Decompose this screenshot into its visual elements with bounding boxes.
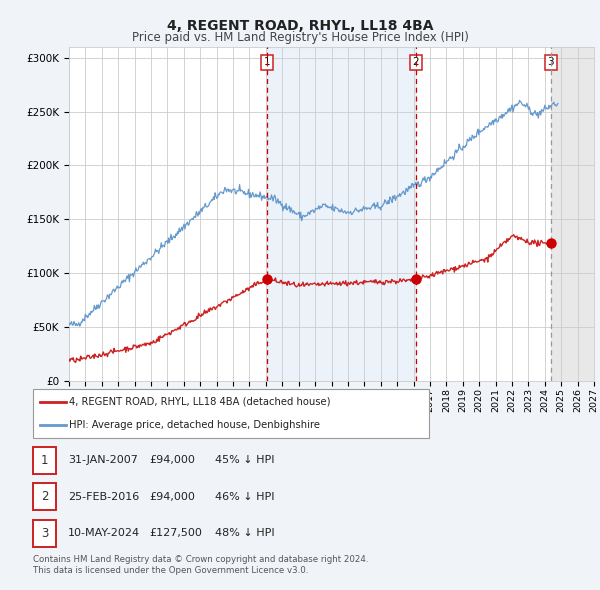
Text: 2: 2 — [413, 57, 419, 67]
Text: This data is licensed under the Open Government Licence v3.0.: This data is licensed under the Open Gov… — [33, 566, 308, 575]
Text: 25-FEB-2016: 25-FEB-2016 — [68, 492, 139, 502]
Text: 3: 3 — [548, 57, 554, 67]
Text: £127,500: £127,500 — [149, 529, 202, 538]
Text: 3: 3 — [41, 527, 48, 540]
Text: 2: 2 — [41, 490, 48, 503]
Text: 31-JAN-2007: 31-JAN-2007 — [68, 455, 137, 465]
Text: 46% ↓ HPI: 46% ↓ HPI — [215, 492, 274, 502]
Text: Contains HM Land Registry data © Crown copyright and database right 2024.: Contains HM Land Registry data © Crown c… — [33, 555, 368, 563]
Bar — [551, 47, 594, 381]
Text: 1: 1 — [264, 57, 271, 67]
Text: £94,000: £94,000 — [149, 455, 194, 465]
Text: 48% ↓ HPI: 48% ↓ HPI — [215, 529, 274, 538]
Text: 10-MAY-2024: 10-MAY-2024 — [68, 529, 140, 538]
Text: 4, REGENT ROAD, RHYL, LL18 4BA (detached house): 4, REGENT ROAD, RHYL, LL18 4BA (detached… — [69, 397, 331, 407]
Text: £94,000: £94,000 — [149, 492, 194, 502]
Text: Price paid vs. HM Land Registry's House Price Index (HPI): Price paid vs. HM Land Registry's House … — [131, 31, 469, 44]
Text: 1: 1 — [41, 454, 48, 467]
Bar — [267, 47, 416, 381]
Text: 45% ↓ HPI: 45% ↓ HPI — [215, 455, 274, 465]
Text: 4, REGENT ROAD, RHYL, LL18 4BA: 4, REGENT ROAD, RHYL, LL18 4BA — [167, 19, 433, 33]
Text: HPI: Average price, detached house, Denbighshire: HPI: Average price, detached house, Denb… — [69, 420, 320, 430]
